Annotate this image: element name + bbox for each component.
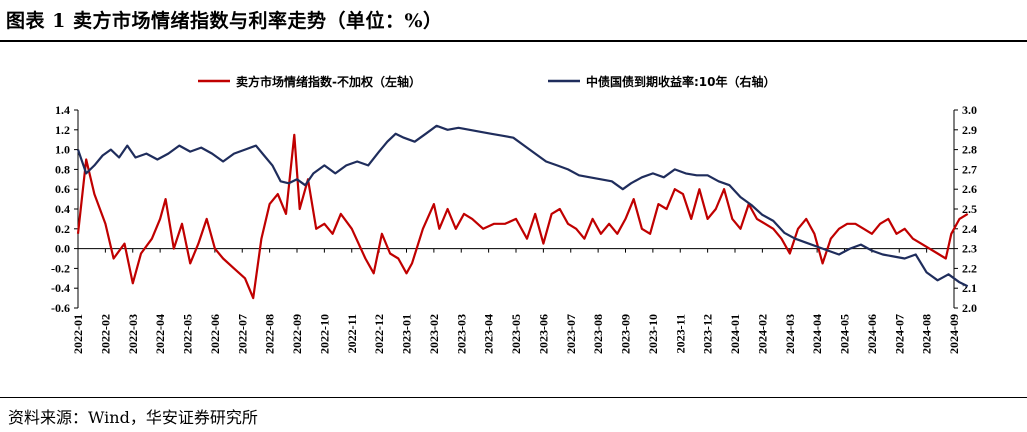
axes: 1.4 1.2 1.0 0.8 0.6 0.4 0.2 0.0 -0.2 -0.4 -0.6 3.0 2… [51, 103, 977, 354]
left-tick-label: 1.4 [55, 103, 70, 117]
right-tick-label: 2.2 [962, 261, 977, 275]
x-tick-label: 2024-06 [865, 314, 879, 354]
x-tick-label: 2022-02 [98, 314, 112, 354]
left-tick-label: 0.6 [55, 182, 70, 196]
footer-rule [0, 397, 1027, 398]
x-tick-label: 2023-04 [482, 314, 496, 354]
x-tick-label: 2022-04 [153, 314, 167, 354]
sentiment-index-line [76, 133, 969, 300]
x-tick-label: 2023-10 [646, 314, 660, 354]
x-tick-label: 2023-05 [509, 314, 523, 354]
x-tick-label: 2022-03 [126, 314, 140, 354]
x-tick-label: 2023-08 [591, 314, 605, 354]
x-tick-label: 2024-07 [892, 314, 906, 354]
legend-yield-label: 中债国债到期收益率:10年（右轴） [586, 74, 776, 89]
left-tick-label: 0.4 [55, 202, 70, 216]
x-tick-label: 2022-09 [290, 314, 304, 354]
x-tick-label: 2023-12 [701, 314, 715, 354]
right-tick-label: 2.0 [962, 301, 977, 315]
x-tick-label: 2024-08 [920, 314, 934, 354]
right-tick-label: 2.9 [962, 123, 977, 137]
right-tick-label: 2.3 [962, 242, 977, 256]
x-tick-label: 2022-08 [263, 314, 277, 354]
x-tick-label: 2022-05 [181, 314, 195, 354]
title-rule [0, 40, 1027, 42]
x-tick-label: 2022-07 [235, 314, 249, 354]
bond-yield-line [76, 124, 969, 288]
left-tick-label: 0.8 [55, 162, 70, 176]
x-tick-label: 2023-09 [619, 314, 633, 354]
x-tick-label: 2023-02 [427, 314, 441, 354]
left-tick-label: 0.2 [55, 222, 70, 236]
left-tick-label: 1.0 [55, 143, 70, 157]
x-tick-label: 2023-11 [673, 314, 687, 353]
x-tick-label: 2024-01 [728, 314, 742, 354]
x-tick-label: 2024-02 [755, 314, 769, 354]
left-tick-label: -0.2 [51, 261, 70, 275]
x-tick-label: 2022-10 [317, 314, 331, 354]
x-tick-label: 2024-09 [947, 314, 961, 354]
legend-sentiment-label: 卖方市场情绪指数-不加权（左轴） [236, 74, 421, 89]
x-tick-label: 2024-05 [838, 314, 852, 354]
legend: 卖方市场情绪指数-不加权（左轴） 中债国债到期收益率:10年（右轴） [198, 74, 776, 89]
source-note: 资料来源：Wind，华安证券研究所 [8, 408, 258, 427]
x-tick-label: 2024-03 [783, 314, 797, 354]
x-tick-label: 2022-12 [372, 314, 386, 354]
chart-title: 图表 1 卖方市场情绪指数与利率走势（单位：%） [6, 10, 443, 32]
x-tick-label: 2023-07 [564, 314, 578, 354]
left-tick-label: -0.6 [51, 301, 70, 315]
right-tick-label: 3.0 [962, 103, 977, 117]
right-tick-label: 2.5 [962, 202, 977, 216]
x-tick-label: 2023-01 [400, 314, 414, 354]
x-tick-label: 2023-06 [536, 314, 550, 354]
right-tick-label: 2.7 [962, 162, 977, 176]
x-tick-label: 2022-01 [71, 314, 85, 354]
right-tick-label: 2.8 [962, 143, 977, 157]
right-tick-label: 2.6 [962, 182, 977, 196]
left-tick-label: 1.2 [55, 123, 70, 137]
x-tick-label: 2023-03 [454, 314, 468, 354]
right-tick-label: 2.4 [962, 222, 977, 236]
x-tick-label: 2022-06 [208, 314, 222, 354]
x-tick-label: 2024-04 [810, 314, 824, 354]
right-tick-label: 2.1 [962, 281, 977, 295]
chart: 卖方市场情绪指数-不加权（左轴） 中债国债到期收益率:10年（右轴） 1.4 1.2… [51, 74, 977, 354]
series-group [76, 124, 969, 300]
left-tick-label: -0.4 [51, 281, 70, 295]
left-tick-label: 0.0 [55, 242, 70, 256]
x-tick-label: 2022-11 [345, 314, 359, 353]
